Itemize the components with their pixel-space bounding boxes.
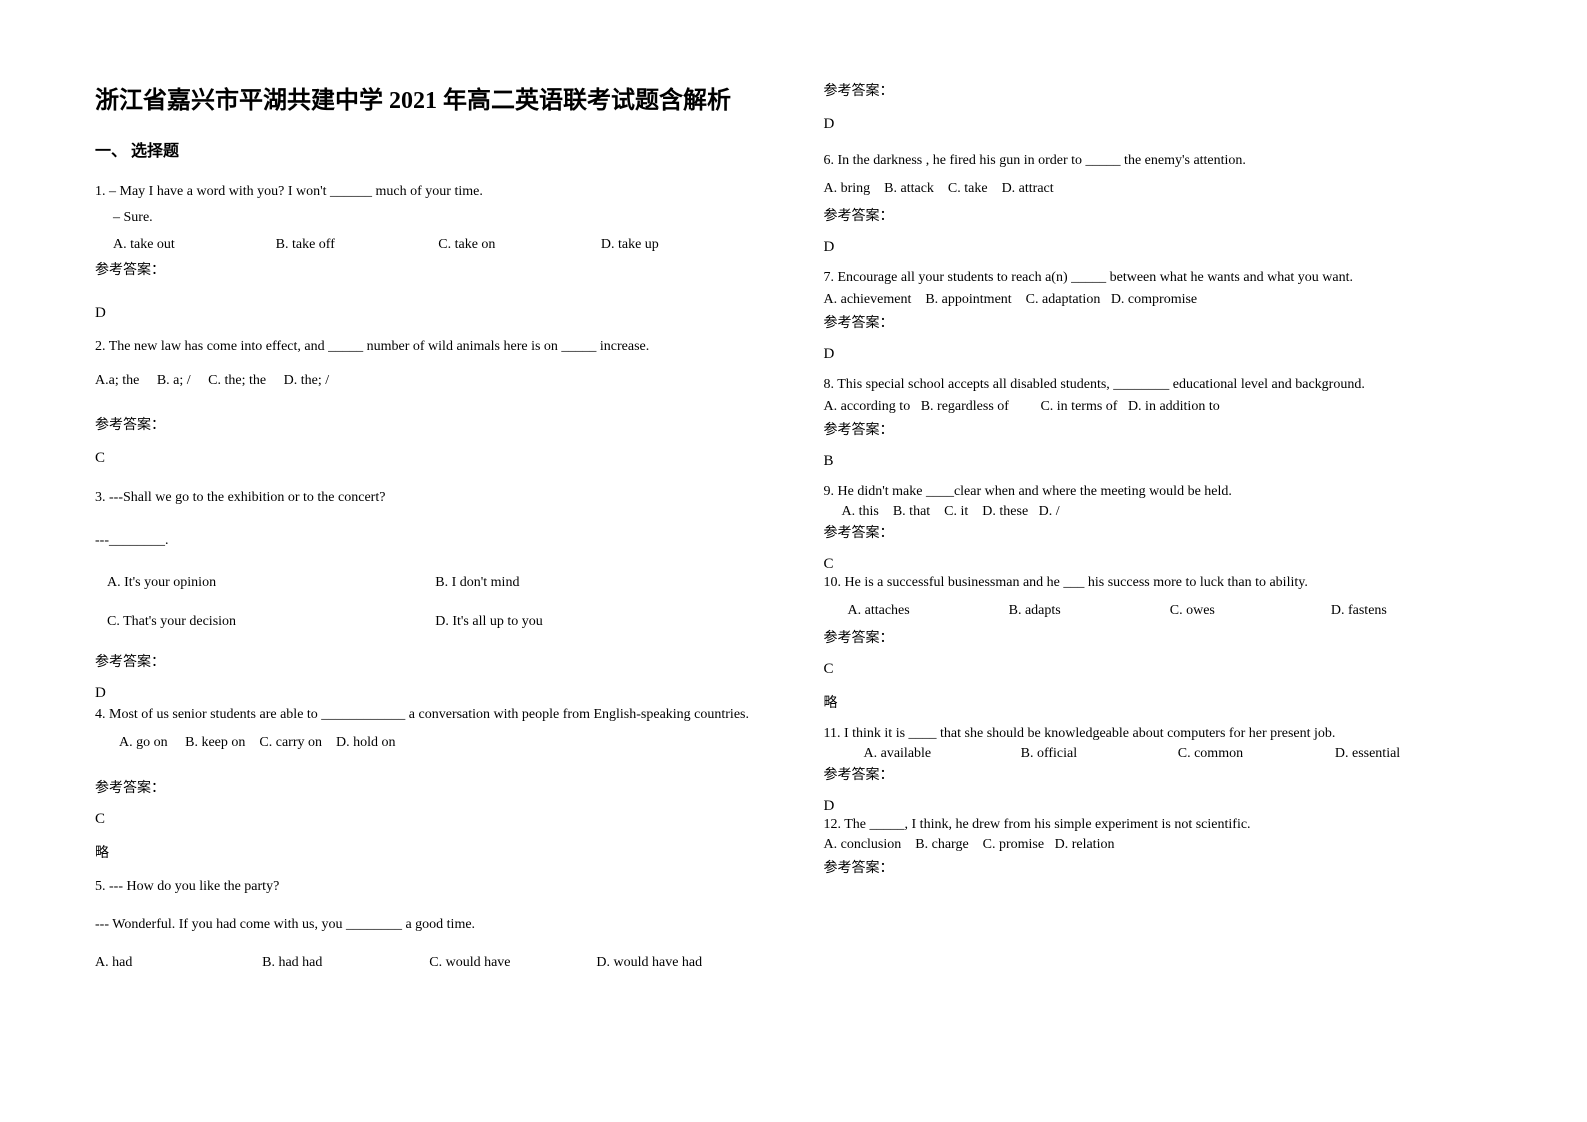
- option-b: B. keep on: [185, 735, 245, 750]
- option-d: D. It's all up to you: [435, 611, 763, 633]
- question-8-text: 8. This special school accepts all disab…: [824, 377, 1493, 393]
- question-5: 5. --- How do you like the party? --- Wo…: [95, 876, 764, 975]
- option-a: A. go on: [119, 735, 168, 750]
- answer-value: D: [824, 346, 1493, 363]
- options: A. had B. had had C. would have D. would…: [95, 952, 764, 974]
- left-column: 浙江省嘉兴市平湖共建中学 2021 年高二英语联考试题含解析 一、 选择题 1.…: [95, 80, 764, 1042]
- option-a: A. had: [95, 952, 262, 974]
- answer-label: 参考答案：: [824, 80, 1493, 100]
- option-a: A.a; the: [95, 373, 139, 388]
- question-8-options: A. according to B. regardless of C. in t…: [824, 399, 1493, 415]
- question-2: 2. The new law has come into effect, and…: [95, 336, 764, 397]
- question-6-text: 6. In the darkness , he fired his gun in…: [824, 153, 1493, 169]
- option-c: C. take on: [438, 234, 601, 256]
- question-text: 5. --- How do you like the party?: [95, 876, 764, 898]
- answer-label: 参考答案：: [824, 857, 1493, 877]
- question-4: 4. Most of us senior students are able t…: [95, 704, 764, 759]
- option-c: C. carry on: [259, 735, 322, 750]
- answer-label: 参考答案：: [95, 260, 764, 282]
- question-text: ---________.: [95, 530, 764, 552]
- question-7-options: A. achievement B. appointment C. adaptat…: [824, 292, 1493, 308]
- answer-value: C: [824, 661, 1493, 678]
- question-text: 2. The new law has come into effect, and…: [95, 336, 764, 358]
- question-3: 3. ---Shall we go to the exhibition or t…: [95, 487, 764, 633]
- question-9-text: 9. He didn't make ____clear when and whe…: [824, 484, 1493, 500]
- option-b: B. I don't mind: [435, 572, 763, 594]
- question-12-options: A. conclusion B. charge C. promise D. re…: [824, 837, 1493, 853]
- question-text: --- Wonderful. If you had come with us, …: [95, 914, 764, 936]
- question-text: – Sure.: [95, 207, 764, 229]
- answer-label: 参考答案：: [824, 522, 1493, 542]
- option-b: B. had had: [262, 952, 429, 974]
- question-7-text: 7. Encourage all your students to reach …: [824, 270, 1493, 286]
- question-11-text: 11. I think it is ____ that she should b…: [824, 726, 1493, 742]
- answer-value: D: [824, 116, 1493, 133]
- answer-value: B: [824, 453, 1493, 470]
- options-row1: A. It's your opinion B. I don't mind: [95, 572, 764, 594]
- option-d: D. would have had: [596, 952, 763, 974]
- option-c: C. the; the: [208, 373, 266, 388]
- option-d: D. essential: [1335, 746, 1492, 762]
- option-b: B. adapts: [1009, 603, 1170, 619]
- options-row2: C. That's your decision D. It's all up t…: [95, 611, 764, 633]
- option-a: A. take out: [113, 234, 276, 256]
- answer-label: 参考答案：: [824, 627, 1493, 647]
- option-d: D. hold on: [336, 735, 396, 750]
- page-title: 浙江省嘉兴市平湖共建中学 2021 年高二英语联考试题含解析: [95, 80, 764, 115]
- question-10-options: A. attaches B. adapts C. owes D. fastens: [824, 603, 1493, 619]
- question-text: 4. Most of us senior students are able t…: [95, 704, 764, 726]
- option-b: B. take off: [276, 234, 439, 256]
- answer-value: D: [95, 685, 764, 702]
- answer-label: 参考答案：: [824, 312, 1493, 332]
- question-text: 3. ---Shall we go to the exhibition or t…: [95, 487, 764, 509]
- question-10-text: 10. He is a successful businessman and h…: [824, 575, 1493, 591]
- question-12-text: 12. The _____, I think, he drew from his…: [824, 817, 1493, 833]
- answer-label: 参考答案：: [824, 205, 1493, 225]
- question-1: 1. – May I have a word with you? I won't…: [95, 181, 764, 287]
- option-b: B. official: [1021, 746, 1178, 762]
- answer-label: 参考答案：: [95, 777, 764, 797]
- options: A. take out B. take off C. take on D. ta…: [95, 234, 764, 256]
- option-a: A. It's your opinion: [107, 572, 435, 594]
- answer-label: 参考答案：: [824, 419, 1493, 439]
- option-b: B. a; /: [157, 373, 191, 388]
- option-d: D. the; /: [284, 373, 330, 388]
- note: 略: [824, 692, 1493, 712]
- option-d: D. fastens: [1331, 603, 1492, 619]
- right-column: 参考答案： D 6. In the darkness , he fired hi…: [824, 80, 1493, 1042]
- answer-value: C: [95, 450, 764, 467]
- option-a: A. attaches: [848, 603, 1009, 619]
- options: A.a; the B. a; / C. the; the D. the; /: [95, 370, 764, 392]
- answer-value: C: [824, 556, 1493, 573]
- question-9-options: A. this B. that C. it D. these D. /: [824, 504, 1493, 520]
- answer-value: D: [824, 798, 1493, 815]
- answer-label: 参考答案：: [95, 651, 764, 671]
- question-6-options: A. bring B. attack C. take D. attract: [824, 181, 1493, 197]
- note: 略: [95, 842, 764, 862]
- option-c: C. owes: [1170, 603, 1331, 619]
- option-c: C. common: [1178, 746, 1335, 762]
- answer-label: 参考答案：: [95, 414, 764, 434]
- answer-label: 参考答案：: [824, 764, 1493, 784]
- answer-value: D: [95, 305, 764, 322]
- options: A. go on B. keep on C. carry on D. hold …: [95, 732, 764, 754]
- option-c: C. would have: [429, 952, 596, 974]
- option-d: D. take up: [601, 234, 764, 256]
- answer-value: D: [824, 239, 1493, 256]
- question-11-options: A. available B. official C. common D. es…: [824, 746, 1493, 762]
- question-text: 1. – May I have a word with you? I won't…: [95, 181, 764, 203]
- option-a: A. available: [864, 746, 1021, 762]
- option-c: C. That's your decision: [107, 611, 435, 633]
- section-header: 一、 选择题: [95, 137, 764, 161]
- answer-value: C: [95, 811, 764, 828]
